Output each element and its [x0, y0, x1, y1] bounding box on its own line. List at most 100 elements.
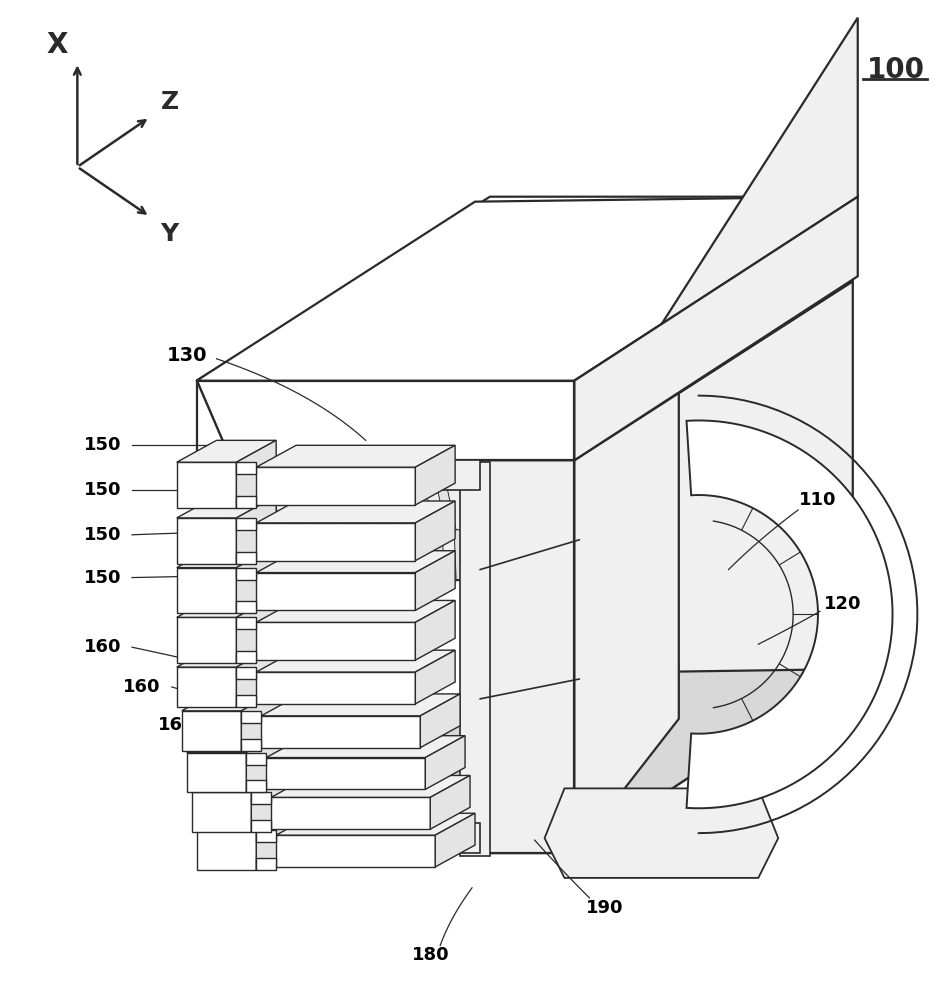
Polygon shape — [237, 552, 256, 564]
Text: Y: Y — [161, 222, 179, 246]
Polygon shape — [197, 830, 256, 870]
Polygon shape — [242, 689, 281, 751]
Polygon shape — [409, 460, 435, 530]
Polygon shape — [460, 462, 490, 856]
Polygon shape — [416, 650, 456, 704]
Text: 120: 120 — [825, 595, 862, 613]
Polygon shape — [416, 501, 456, 561]
Polygon shape — [256, 523, 416, 561]
Polygon shape — [256, 808, 296, 870]
Polygon shape — [197, 381, 231, 460]
Text: Z: Z — [161, 90, 179, 114]
Polygon shape — [197, 381, 574, 460]
Polygon shape — [242, 711, 262, 723]
Polygon shape — [237, 595, 276, 663]
Polygon shape — [271, 775, 470, 797]
Text: 190: 190 — [586, 899, 623, 917]
Text: 110: 110 — [799, 491, 837, 509]
Polygon shape — [278, 460, 303, 530]
Polygon shape — [182, 711, 242, 751]
Text: 150: 150 — [84, 569, 121, 587]
Text: X: X — [47, 31, 68, 59]
Polygon shape — [256, 672, 416, 704]
Polygon shape — [262, 694, 460, 716]
Polygon shape — [177, 595, 276, 617]
Polygon shape — [416, 600, 456, 660]
Polygon shape — [300, 460, 325, 530]
Polygon shape — [186, 731, 286, 753]
Text: 100: 100 — [866, 56, 924, 84]
Polygon shape — [177, 568, 237, 613]
Polygon shape — [256, 445, 456, 467]
Polygon shape — [455, 530, 466, 580]
Polygon shape — [545, 788, 778, 878]
Polygon shape — [197, 808, 296, 830]
Polygon shape — [177, 440, 276, 462]
Polygon shape — [177, 645, 276, 667]
Polygon shape — [177, 617, 237, 663]
Polygon shape — [251, 820, 271, 832]
Polygon shape — [237, 667, 256, 679]
Polygon shape — [389, 530, 400, 580]
Polygon shape — [687, 420, 892, 808]
Text: 160: 160 — [158, 716, 196, 734]
Polygon shape — [237, 518, 256, 530]
Polygon shape — [430, 775, 470, 829]
Polygon shape — [177, 518, 237, 564]
Polygon shape — [192, 792, 251, 832]
Text: 150: 150 — [84, 481, 121, 499]
Polygon shape — [197, 197, 858, 381]
Polygon shape — [387, 460, 413, 530]
Text: 160: 160 — [124, 678, 161, 696]
Polygon shape — [574, 391, 679, 853]
Polygon shape — [256, 551, 456, 573]
Polygon shape — [237, 651, 256, 663]
Polygon shape — [177, 462, 237, 508]
Polygon shape — [425, 736, 465, 789]
Polygon shape — [237, 645, 276, 707]
Polygon shape — [256, 460, 281, 530]
Polygon shape — [197, 197, 858, 381]
Polygon shape — [237, 440, 276, 508]
Polygon shape — [256, 858, 276, 870]
Polygon shape — [420, 694, 460, 748]
Polygon shape — [226, 460, 262, 853]
Polygon shape — [251, 792, 271, 804]
Polygon shape — [367, 530, 378, 580]
Polygon shape — [226, 823, 480, 853]
Polygon shape — [256, 501, 456, 523]
Polygon shape — [237, 496, 256, 508]
Polygon shape — [231, 281, 853, 460]
Polygon shape — [251, 460, 480, 530]
Polygon shape — [237, 617, 256, 629]
Polygon shape — [177, 496, 276, 518]
Polygon shape — [177, 667, 237, 707]
Polygon shape — [296, 530, 480, 580]
Text: 130: 130 — [166, 346, 207, 365]
Polygon shape — [192, 770, 291, 792]
Polygon shape — [574, 197, 858, 460]
Polygon shape — [574, 281, 853, 853]
Polygon shape — [237, 462, 256, 474]
Polygon shape — [177, 546, 276, 568]
Polygon shape — [246, 780, 266, 792]
Polygon shape — [301, 530, 313, 580]
Polygon shape — [266, 736, 465, 758]
Polygon shape — [246, 731, 286, 792]
Polygon shape — [237, 601, 256, 613]
Polygon shape — [226, 460, 480, 490]
Polygon shape — [256, 830, 276, 842]
Polygon shape — [237, 695, 256, 707]
Polygon shape — [416, 445, 456, 505]
Polygon shape — [433, 530, 444, 580]
Polygon shape — [276, 835, 436, 867]
Polygon shape — [251, 770, 291, 832]
Polygon shape — [276, 813, 475, 835]
Polygon shape — [574, 18, 858, 460]
Polygon shape — [271, 797, 430, 829]
Polygon shape — [237, 568, 256, 580]
Polygon shape — [480, 460, 574, 853]
Polygon shape — [453, 460, 478, 530]
Polygon shape — [237, 496, 276, 564]
Text: 160: 160 — [84, 638, 121, 656]
